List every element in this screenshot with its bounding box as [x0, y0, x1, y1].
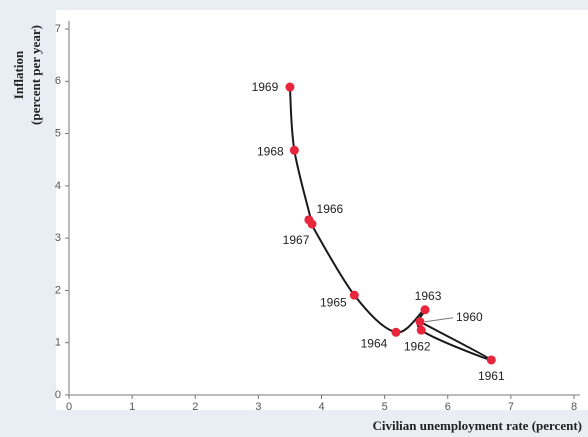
- point-label: 1961: [478, 369, 505, 383]
- x-tick-label: 4: [318, 401, 324, 413]
- point: [420, 305, 430, 315]
- y-tick-label: 7: [55, 23, 61, 35]
- y-tick-label: 4: [55, 180, 61, 192]
- y-axis-label: (percent per year): [28, 25, 43, 125]
- point-label: 1962: [404, 339, 431, 353]
- point-label: 1968: [257, 144, 284, 158]
- x-axis-label: Civilian unemployment rate (percent): [372, 418, 582, 433]
- point: [415, 317, 425, 327]
- point: [289, 145, 299, 155]
- point-label: 1960: [456, 310, 483, 324]
- x-tick-label: 7: [508, 401, 514, 413]
- y-tick-label: 1: [55, 337, 61, 349]
- y-tick-label: 5: [55, 127, 61, 139]
- y-tick-label: 6: [55, 75, 61, 87]
- point-label: 1965: [320, 295, 347, 309]
- x-tick-label: 3: [255, 401, 261, 413]
- point-label: 1963: [415, 289, 442, 303]
- x-tick-label: 5: [382, 401, 388, 413]
- x-tick-label: 1: [129, 401, 135, 413]
- x-tick-label: 2: [192, 401, 198, 413]
- x-tick-label: 8: [571, 401, 577, 413]
- point: [285, 82, 295, 92]
- x-tick-label: 0: [66, 401, 72, 413]
- point-label: 1967: [283, 233, 310, 247]
- curve: [288, 86, 493, 361]
- point: [486, 355, 496, 365]
- point-label: 1966: [317, 202, 344, 216]
- y-axis-label: Inflation: [11, 50, 26, 99]
- x-tick-label: 6: [445, 401, 451, 413]
- leader-line: [424, 317, 454, 323]
- point: [349, 290, 359, 300]
- y-tick-label: 0: [55, 389, 61, 401]
- point-label: 1969: [252, 80, 279, 94]
- plot-area: [56, 10, 588, 410]
- y-tick-label: 2: [55, 284, 61, 296]
- point: [307, 219, 317, 229]
- point: [416, 325, 426, 335]
- point: [391, 327, 401, 337]
- y-tick-label: 3: [55, 232, 61, 244]
- point-label: 1964: [361, 336, 388, 350]
